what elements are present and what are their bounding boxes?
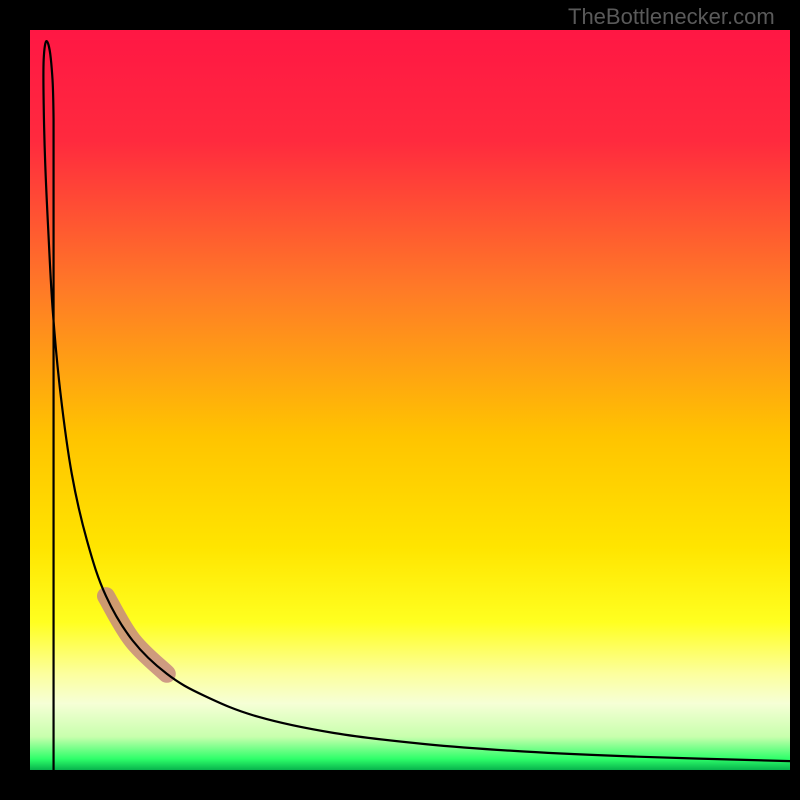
frame-right xyxy=(790,0,800,800)
frame-bottom xyxy=(0,770,800,800)
frame-left xyxy=(0,0,30,800)
plot-area xyxy=(30,30,790,770)
chart-svg xyxy=(30,30,790,770)
attribution-text: TheBottlenecker.com xyxy=(568,4,775,30)
